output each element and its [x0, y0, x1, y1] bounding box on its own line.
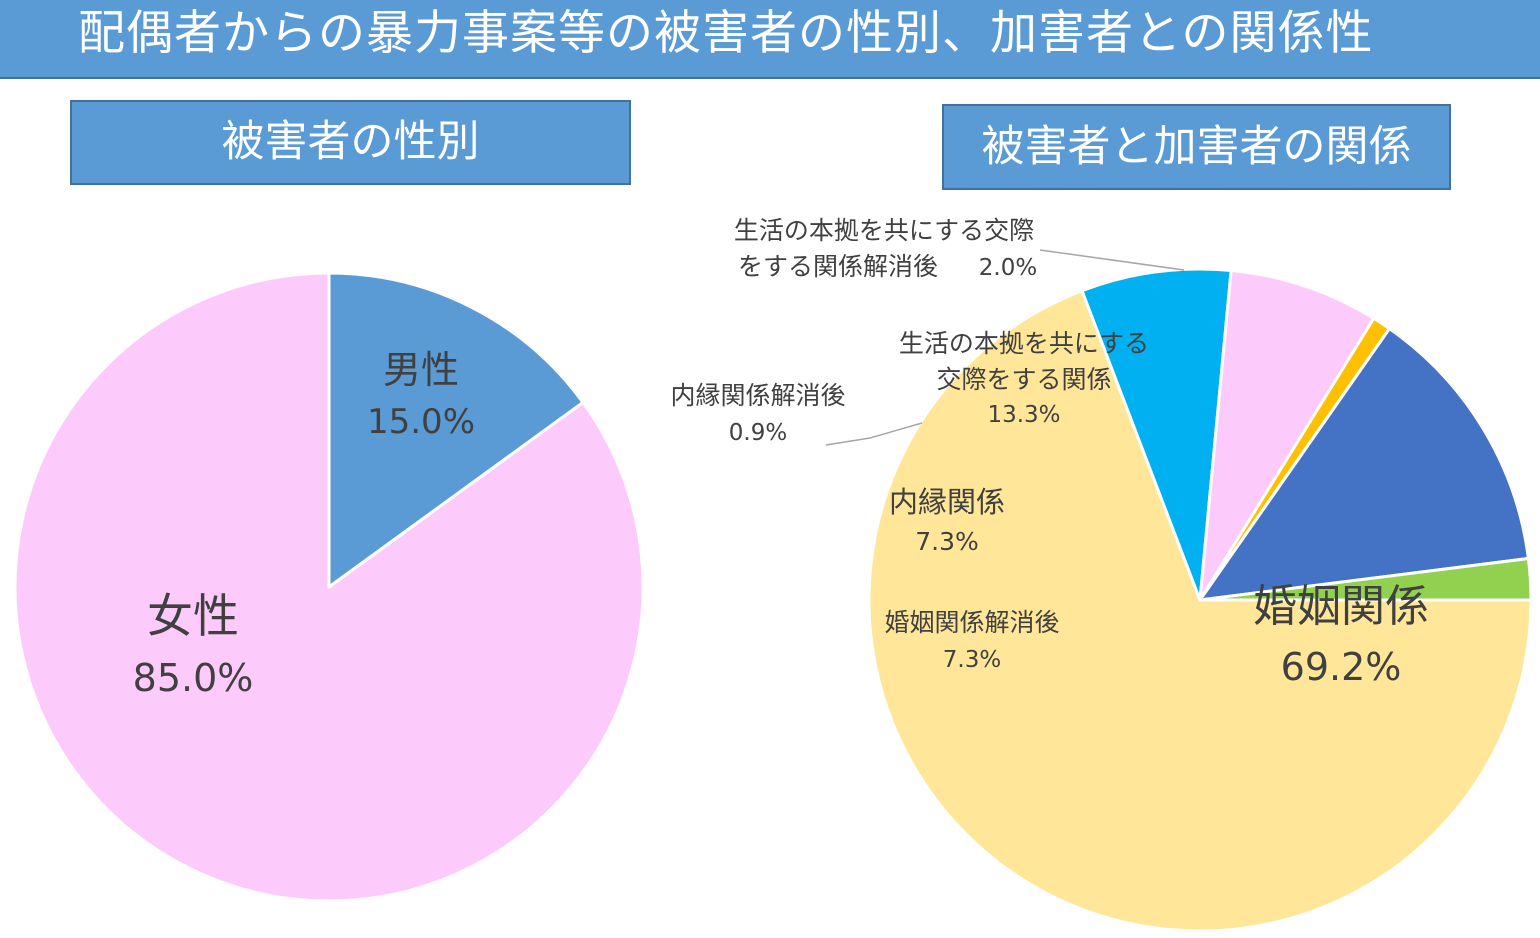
pie-slice-after-cohabiting-partner: [1198, 557, 1533, 602]
slice-value-after-common-law: 0.9%: [729, 420, 787, 446]
page-title: 配偶者からの暴力事案等の被害者の性別、加害者との関係性: [78, 6, 1374, 61]
slice-value-after-cohabiting-partner: 2.0%: [979, 255, 1037, 281]
slice-value-cohabiting-partner: 13.3%: [987, 402, 1060, 428]
chart-title-relationship: 被害者と加害者の関係: [942, 104, 1451, 190]
slice-label-cohabiting-partner-line1: 生活の本拠を共にする: [899, 329, 1149, 358]
slice-label-after-cohabiting-partner-line2: をする関係解消後: [738, 252, 938, 281]
slice-value-after-divorce: 7.3%: [943, 647, 1001, 673]
chart-title-gender: 被害者の性別: [70, 100, 631, 185]
slice-value-common-law: 7.3%: [915, 527, 979, 556]
slice-label-after-common-law: 内縁関係解消後: [670, 381, 845, 410]
slice-value-female: 85.0%: [133, 656, 254, 700]
slice-label-marriage: 婚姻関係: [1253, 581, 1429, 632]
pie-slice-after-divorce: [1080, 267, 1233, 602]
slice-label-cohabiting-partner-line2: 交際をする関係: [936, 365, 1111, 394]
slice-label-common-law: 内縁関係: [889, 485, 1005, 519]
slice-value-male: 15.0%: [367, 402, 475, 442]
pie-slice-male: [327, 271, 585, 589]
slice-label-male: 男性: [383, 348, 459, 392]
slice-label-after-divorce: 婚姻関係解消後: [884, 608, 1059, 637]
title-banner: 配偶者からの暴力事案等の被害者の性別、加害者との関係性: [0, 0, 1540, 79]
leader-line-after-common-law: [825, 422, 923, 446]
pie-slice-cohabiting-partner: [1198, 327, 1530, 602]
leader-line-after-cohabiting-partner: [1039, 249, 1185, 271]
pie-slice-female: [13, 271, 645, 903]
pie-slice-marriage: [867, 289, 1533, 933]
slice-label-after-cohabiting-partner-line1: 生活の本拠を共にする交際: [734, 216, 1034, 245]
slice-value-marriage: 69.2%: [1281, 645, 1402, 689]
slice-label-female: 女性: [147, 589, 239, 643]
pie-slice-common-law: [1198, 268, 1376, 602]
